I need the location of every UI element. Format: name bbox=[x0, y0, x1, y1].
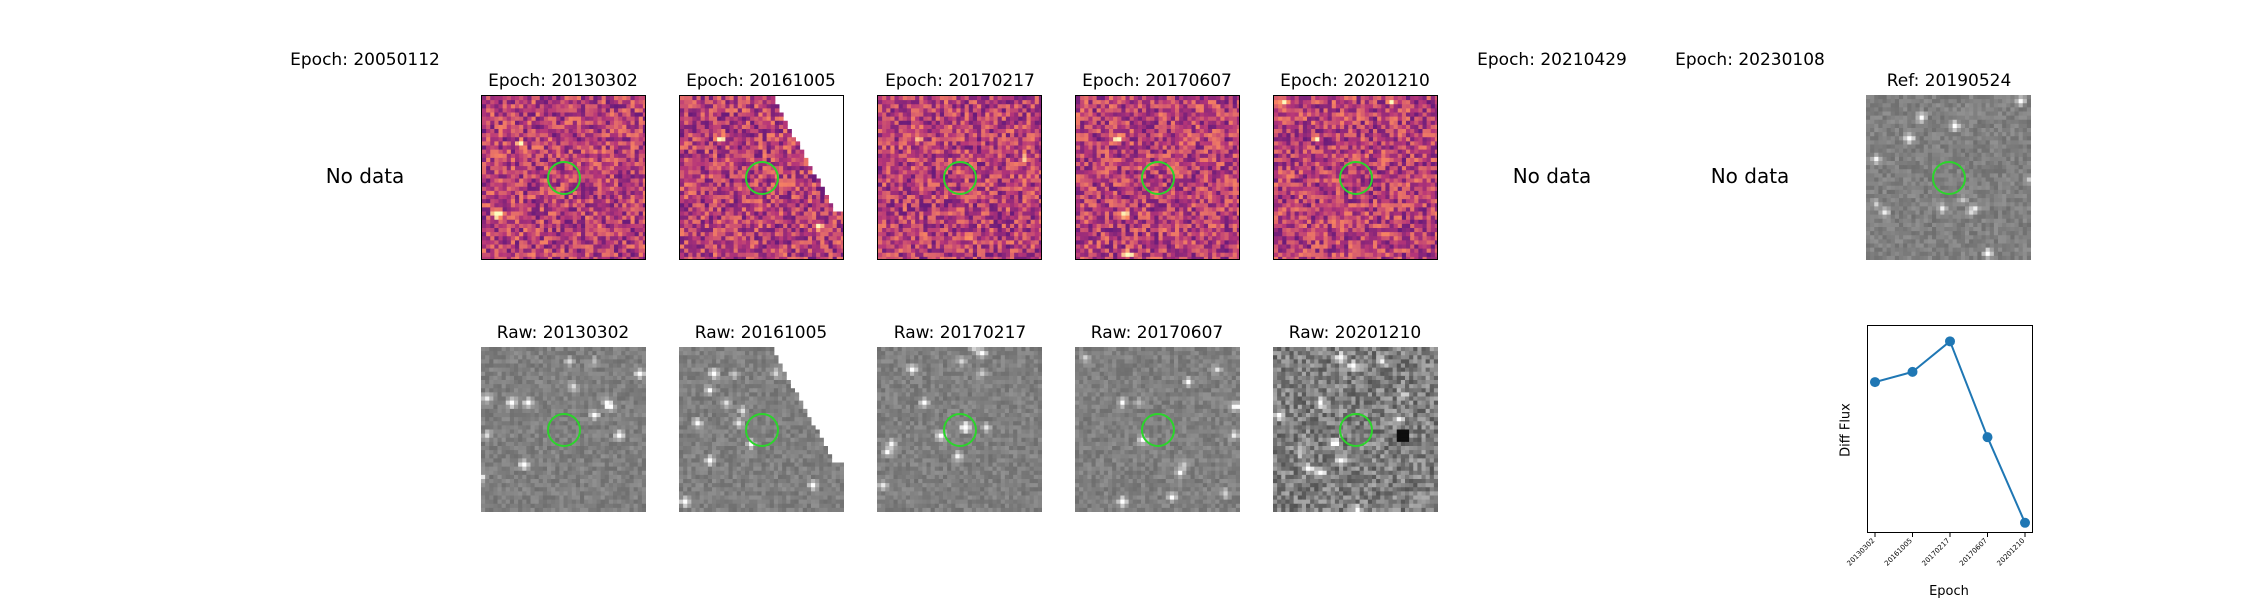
aperture-circle bbox=[744, 412, 779, 447]
x-tick-label-20161005: 20161005 bbox=[1883, 537, 1914, 568]
pixel-image bbox=[679, 347, 844, 512]
aperture-circle bbox=[942, 412, 977, 447]
raw-panel-20161005 bbox=[679, 347, 844, 512]
no-data-label-7: No data bbox=[1710, 164, 1790, 188]
aperture-circle bbox=[1338, 160, 1373, 195]
aperture-circle bbox=[546, 160, 581, 195]
aperture-circle bbox=[744, 160, 779, 195]
pixel-image bbox=[482, 96, 645, 259]
top-title-6: Epoch: 20210429 bbox=[1477, 50, 1627, 70]
light-curve-plot: 20130302 20161005 20170217 20170607 20201210 bbox=[1846, 325, 2033, 568]
diff-panel-20170217 bbox=[877, 95, 1042, 260]
x-tick-label-20170607: 20170607 bbox=[1958, 537, 1989, 568]
raw-title-0: Raw: 20130302 bbox=[496, 323, 630, 343]
data-point-20130302 bbox=[1870, 377, 1880, 388]
pixel-image bbox=[1866, 95, 2031, 260]
raw-panel-20130302 bbox=[481, 347, 646, 512]
raw-panel-20170607 bbox=[1075, 347, 1240, 512]
ref-panel-20190524 bbox=[1866, 95, 2031, 260]
data-point-20170217 bbox=[1945, 336, 1955, 347]
y-axis-label: Diff Flux bbox=[1838, 403, 1854, 457]
aperture-circle bbox=[1338, 412, 1373, 447]
raw-panel-20201210 bbox=[1273, 347, 1438, 512]
x-axis-label: Epoch bbox=[1929, 584, 1969, 599]
raw-title-4: Raw: 20201210 bbox=[1288, 323, 1422, 343]
no-data-label-6: No data bbox=[1512, 164, 1592, 188]
series-line bbox=[1874, 339, 2026, 524]
pixel-image bbox=[877, 347, 1042, 512]
diff-panel-20130302 bbox=[481, 95, 646, 260]
ref-title: Ref: 20190524 bbox=[1886, 71, 2012, 91]
aperture-circle bbox=[1140, 160, 1175, 195]
plot-frame bbox=[1867, 325, 2033, 533]
diff-panel-20161005 bbox=[679, 95, 844, 260]
diff-panel-20170607 bbox=[1075, 95, 1240, 260]
raw-panel-20170217 bbox=[877, 347, 1042, 512]
top-title-2: Epoch: 20161005 bbox=[686, 71, 836, 91]
raw-title-1: Raw: 20161005 bbox=[694, 323, 828, 343]
aperture-circle bbox=[1931, 160, 1966, 195]
raw-title-3: Raw: 20170607 bbox=[1090, 323, 1224, 343]
top-title-0: Epoch: 20050112 bbox=[290, 50, 440, 70]
aperture-circle bbox=[546, 412, 581, 447]
x-tick-label-20201210: 20201210 bbox=[1996, 537, 2027, 568]
top-title-3: Epoch: 20170217 bbox=[885, 71, 1035, 91]
top-title-1: Epoch: 20130302 bbox=[488, 71, 638, 91]
no-data-label-0: No data bbox=[325, 164, 405, 188]
pixel-image bbox=[1075, 347, 1240, 512]
aperture-circle bbox=[942, 160, 977, 195]
x-tick-label-20130302: 20130302 bbox=[1846, 537, 1877, 568]
top-title-5: Epoch: 20201210 bbox=[1280, 71, 1430, 91]
aperture-circle bbox=[1140, 412, 1175, 447]
data-point-20161005 bbox=[1907, 366, 1918, 377]
pixel-image bbox=[1274, 96, 1437, 259]
light-curve-svg: 20130302 20161005 20170217 20170607 20201210 bbox=[1846, 325, 2033, 568]
raw-title-2: Raw: 20170217 bbox=[893, 323, 1027, 343]
data-point-20170607 bbox=[1982, 432, 1993, 443]
diff-panel-20201210 bbox=[1273, 95, 1438, 260]
data-point-20201210 bbox=[2020, 517, 2030, 528]
top-title-7: Epoch: 20230108 bbox=[1675, 50, 1825, 70]
x-tick-label-20170217: 20170217 bbox=[1921, 537, 1952, 568]
top-title-4: Epoch: 20170607 bbox=[1082, 71, 1232, 91]
